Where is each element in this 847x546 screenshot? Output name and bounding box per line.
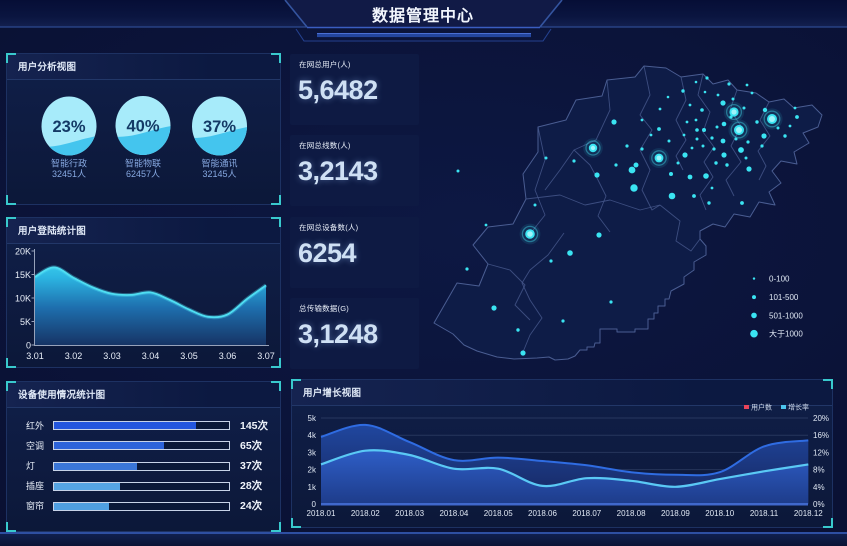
svg-text:2018.05: 2018.05 <box>484 509 513 518</box>
svg-text:智能通讯: 智能通讯 <box>201 158 237 169</box>
svg-text:2018.07: 2018.07 <box>572 509 601 518</box>
svg-text:数据管理中心: 数据管理中心 <box>372 6 474 25</box>
svg-text:3.03: 3.03 <box>103 351 121 361</box>
svg-text:3.05: 3.05 <box>180 351 198 361</box>
svg-text:3.02: 3.02 <box>65 351 83 361</box>
svg-text:8%: 8% <box>813 466 825 475</box>
svg-text:23%: 23% <box>52 118 85 136</box>
svg-text:0: 0 <box>312 500 317 509</box>
svg-text:3.04: 3.04 <box>142 351 160 361</box>
svg-text:0-100: 0-100 <box>769 275 790 284</box>
svg-text:2018.12: 2018.12 <box>794 509 823 518</box>
svg-text:2018.03: 2018.03 <box>395 509 424 518</box>
svg-text:32145人: 32145人 <box>202 169 236 179</box>
svg-text:2018.09: 2018.09 <box>661 509 690 518</box>
svg-text:2018.11: 2018.11 <box>750 509 779 518</box>
svg-text:10K: 10K <box>15 294 31 304</box>
svg-text:1k: 1k <box>308 483 317 492</box>
svg-text:2018.10: 2018.10 <box>705 509 734 518</box>
svg-text:用户数: 用户数 <box>751 403 772 412</box>
svg-text:3k: 3k <box>308 448 317 457</box>
svg-text:0: 0 <box>26 341 31 351</box>
svg-text:2k: 2k <box>308 466 317 475</box>
svg-text:智能行政: 智能行政 <box>51 158 87 169</box>
svg-text:15K: 15K <box>15 270 31 280</box>
svg-text:5k: 5k <box>308 414 317 423</box>
svg-text:4k: 4k <box>308 431 317 440</box>
svg-text:智能物联: 智能物联 <box>125 158 161 169</box>
svg-text:5K: 5K <box>20 317 31 327</box>
svg-text:501-1000: 501-1000 <box>769 311 803 320</box>
svg-text:2018.06: 2018.06 <box>528 509 557 518</box>
svg-text:32451人: 32451人 <box>52 169 86 179</box>
svg-text:101-500: 101-500 <box>769 293 799 302</box>
svg-text:2018.04: 2018.04 <box>439 509 468 518</box>
svg-text:3.06: 3.06 <box>219 351 237 361</box>
svg-text:40%: 40% <box>126 118 159 136</box>
svg-text:3.01: 3.01 <box>26 351 44 361</box>
svg-text:大于1000: 大于1000 <box>769 329 803 339</box>
svg-text:增长率: 增长率 <box>788 403 809 412</box>
svg-text:37%: 37% <box>203 118 236 136</box>
svg-text:2018.02: 2018.02 <box>351 509 380 518</box>
svg-text:62457人: 62457人 <box>126 169 160 179</box>
svg-text:12%: 12% <box>813 448 829 457</box>
svg-text:2018.08: 2018.08 <box>617 509 646 518</box>
svg-text:16%: 16% <box>813 431 829 440</box>
svg-text:3.07: 3.07 <box>257 351 275 361</box>
svg-text:2018.01: 2018.01 <box>307 509 336 518</box>
svg-text:0%: 0% <box>813 500 825 509</box>
svg-text:4%: 4% <box>813 483 825 492</box>
svg-text:20%: 20% <box>813 414 829 423</box>
svg-text:20K: 20K <box>15 247 31 257</box>
